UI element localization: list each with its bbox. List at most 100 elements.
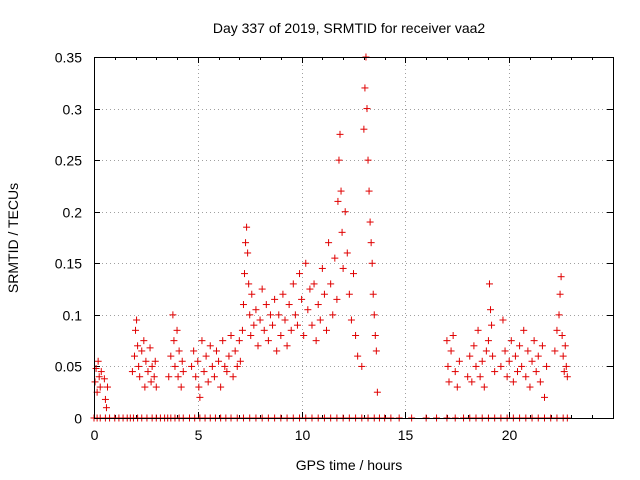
data-point <box>371 331 379 339</box>
data-point <box>511 352 519 360</box>
data-point <box>252 306 260 314</box>
data-point <box>212 347 220 355</box>
data-point <box>196 393 204 401</box>
data-point <box>225 352 233 360</box>
x-tick-label: 15 <box>398 427 414 443</box>
y-tick-label: 0.3 <box>63 102 83 118</box>
data-point <box>556 290 564 298</box>
data-point <box>530 337 538 345</box>
data-point <box>281 316 289 324</box>
grid <box>94 57 613 418</box>
data-point <box>91 378 99 386</box>
data-point <box>242 239 250 247</box>
data-point <box>367 239 375 247</box>
data-point <box>487 306 495 314</box>
data-point <box>551 347 559 355</box>
data-point <box>561 342 569 350</box>
data-point <box>338 228 346 236</box>
data-point <box>466 352 474 360</box>
data-point <box>258 285 266 293</box>
data-points <box>90 53 571 422</box>
data-point <box>254 342 262 350</box>
data-point <box>559 352 567 360</box>
data-point <box>335 156 343 164</box>
data-point <box>167 352 175 360</box>
data-point <box>194 357 202 365</box>
data-point <box>345 290 353 298</box>
data-point <box>343 249 351 257</box>
data-point <box>204 378 212 386</box>
data-point <box>468 378 476 386</box>
data-point <box>306 285 314 293</box>
data-point <box>518 362 526 370</box>
data-point <box>260 326 268 334</box>
data-point <box>472 362 480 370</box>
data-point <box>369 290 377 298</box>
y-tick-label: 0.25 <box>55 153 82 169</box>
data-point <box>470 342 478 350</box>
data-point <box>142 357 150 365</box>
data-point <box>316 316 324 324</box>
y-tick-label: 0.1 <box>63 308 83 324</box>
data-point <box>248 290 256 298</box>
data-point <box>489 352 497 360</box>
data-point <box>132 326 140 334</box>
x-axis-label: GPS time / hours <box>296 457 403 473</box>
data-point <box>449 331 457 339</box>
y-tick-label: 0.35 <box>55 50 82 66</box>
x-tick-label: 20 <box>502 427 518 443</box>
data-point <box>298 295 306 303</box>
data-point <box>497 362 505 370</box>
data-point <box>478 357 486 365</box>
y-tick-label: 0 <box>74 411 82 427</box>
data-point <box>146 344 154 352</box>
data-point <box>337 187 345 195</box>
data-point <box>243 223 251 231</box>
plot-frame <box>94 57 614 419</box>
data-point <box>522 373 530 381</box>
data-point <box>246 311 254 319</box>
chart-title: Day 337 of 2019, SRMTID for receiver vaa… <box>213 20 486 36</box>
data-point <box>365 187 373 195</box>
data-point <box>373 388 381 396</box>
data-point <box>370 311 378 319</box>
data-point <box>363 105 371 113</box>
data-point <box>289 280 297 288</box>
data-point <box>128 368 136 376</box>
y-tick-label: 0.2 <box>63 205 83 221</box>
data-point <box>188 362 196 370</box>
data-point <box>134 342 142 350</box>
data-point <box>557 273 565 281</box>
data-point <box>231 347 239 355</box>
data-point <box>275 311 283 319</box>
x-axis: 0 5 10 15 20 <box>91 57 593 443</box>
data-point <box>262 301 270 309</box>
data-point <box>165 373 173 381</box>
data-point <box>540 393 548 401</box>
data-point <box>485 280 493 288</box>
data-point <box>245 280 253 288</box>
data-point <box>484 337 492 345</box>
data-point <box>206 342 214 350</box>
data-point <box>287 326 295 334</box>
data-point <box>447 347 455 355</box>
data-point <box>329 311 337 319</box>
x-tick-label: 5 <box>195 427 203 443</box>
data-point <box>150 373 158 381</box>
data-point <box>358 362 366 370</box>
data-point <box>244 249 252 257</box>
data-point <box>339 264 347 272</box>
data-point <box>215 357 223 365</box>
data-point <box>333 295 341 303</box>
data-point <box>368 259 376 267</box>
data-point <box>130 352 138 360</box>
data-point <box>241 270 249 278</box>
data-point <box>464 373 472 381</box>
data-point <box>503 373 511 381</box>
data-point <box>195 383 203 391</box>
data-point <box>514 368 522 376</box>
data-point <box>320 290 328 298</box>
data-point <box>520 326 528 334</box>
data-point <box>528 357 536 365</box>
data-point <box>279 290 287 298</box>
